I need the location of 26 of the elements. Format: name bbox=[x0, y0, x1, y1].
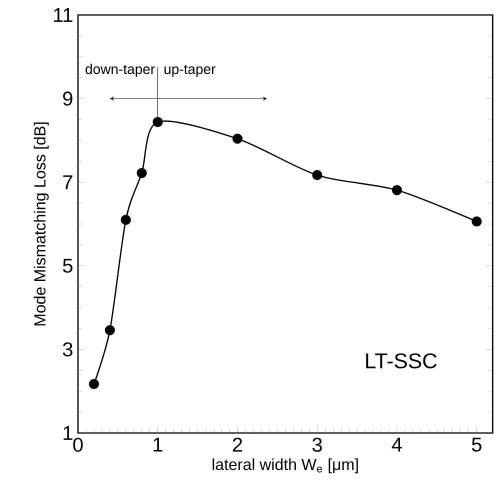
y-tick-label: 7 bbox=[63, 175, 72, 190]
annotation: down-taper bbox=[86, 64, 155, 77]
y-tick-label: 1 bbox=[64, 426, 72, 440]
y-tick-label: 9 bbox=[63, 92, 72, 106]
annotation: LT-SSC bbox=[366, 353, 437, 368]
point bbox=[232, 134, 243, 144]
point bbox=[152, 116, 163, 128]
point bbox=[104, 325, 115, 336]
x-tick-label: 2 bbox=[232, 438, 242, 452]
x-axis-title: lateral width W$_{e}$ [μm] bbox=[212, 458, 358, 474]
x-tick-label: 4 bbox=[392, 438, 402, 452]
x-tick-label: 3 bbox=[312, 438, 322, 452]
y-tick-label: 5 bbox=[62, 258, 72, 273]
point bbox=[88, 379, 100, 390]
point bbox=[312, 170, 322, 180]
point bbox=[120, 214, 131, 225]
y-tick-label: 11 bbox=[54, 8, 72, 22]
point bbox=[392, 185, 402, 196]
x-tick-label: 5 bbox=[472, 438, 482, 452]
point bbox=[136, 168, 147, 178]
annotation: up-taper bbox=[164, 64, 216, 77]
point bbox=[472, 216, 482, 227]
y-tick-label: 3 bbox=[62, 342, 72, 356]
x-tick-label: 0 bbox=[73, 438, 83, 452]
x-tick-label: 1 bbox=[154, 438, 162, 452]
y-axis-title: Mode Mismatching Loss [dB] bbox=[34, 122, 49, 326]
